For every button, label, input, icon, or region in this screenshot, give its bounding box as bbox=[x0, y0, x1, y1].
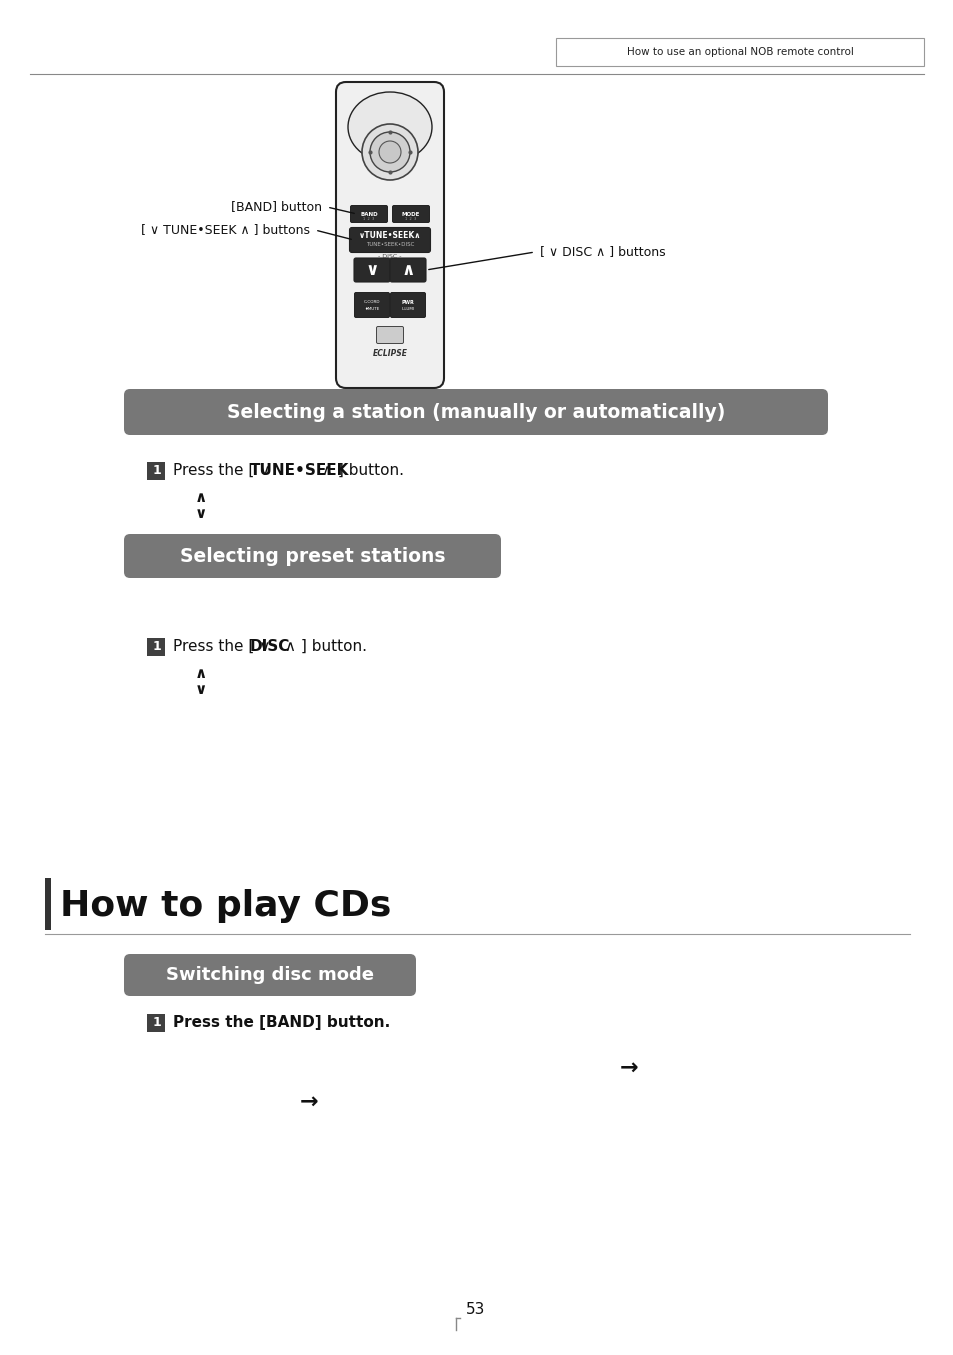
Text: How to use an optional NOB remote control: How to use an optional NOB remote contro… bbox=[626, 47, 853, 57]
Text: PWR: PWR bbox=[401, 299, 414, 305]
FancyBboxPatch shape bbox=[355, 293, 389, 317]
Circle shape bbox=[378, 141, 400, 163]
Text: ∧: ∧ bbox=[194, 665, 207, 680]
FancyBboxPatch shape bbox=[556, 38, 923, 66]
Text: [ ∨ TUNE•SEEK ∧ ] buttons: [ ∨ TUNE•SEEK ∧ ] buttons bbox=[141, 224, 310, 237]
Text: ECLIPSE: ECLIPSE bbox=[372, 350, 407, 359]
Text: - DISC -: - DISC - bbox=[377, 253, 401, 259]
Text: DISC: DISC bbox=[250, 640, 290, 654]
Text: ∧ ] button.: ∧ ] button. bbox=[280, 640, 367, 654]
Text: ILLUMI: ILLUMI bbox=[401, 308, 414, 312]
Text: 1  2  3: 1 2 3 bbox=[405, 217, 416, 221]
Circle shape bbox=[361, 125, 417, 180]
Text: ∨TUNE•SEEK∧: ∨TUNE•SEEK∧ bbox=[358, 232, 421, 240]
Text: ∧: ∧ bbox=[194, 489, 207, 504]
Text: [ ∨ DISC ∧ ] buttons: [ ∨ DISC ∧ ] buttons bbox=[539, 245, 665, 259]
Text: Press the [BAND] button.: Press the [BAND] button. bbox=[172, 1015, 390, 1030]
Text: 1  2  3: 1 2 3 bbox=[363, 217, 375, 221]
FancyBboxPatch shape bbox=[354, 257, 390, 282]
FancyBboxPatch shape bbox=[392, 206, 429, 222]
Text: How to play CDs: How to play CDs bbox=[60, 889, 391, 923]
Text: →: → bbox=[299, 1092, 318, 1112]
Circle shape bbox=[370, 131, 410, 172]
Ellipse shape bbox=[348, 92, 432, 163]
FancyBboxPatch shape bbox=[349, 228, 430, 252]
FancyBboxPatch shape bbox=[350, 206, 387, 222]
FancyBboxPatch shape bbox=[148, 637, 165, 656]
Text: 1: 1 bbox=[152, 640, 161, 653]
Text: C-CORD: C-CORD bbox=[363, 299, 380, 304]
FancyBboxPatch shape bbox=[148, 1014, 165, 1031]
Text: ∨: ∨ bbox=[365, 262, 378, 279]
FancyBboxPatch shape bbox=[335, 83, 443, 388]
FancyBboxPatch shape bbox=[148, 462, 165, 480]
FancyBboxPatch shape bbox=[390, 293, 425, 317]
Text: ∧: ∧ bbox=[401, 262, 415, 279]
Text: TUNE•SEEK: TUNE•SEEK bbox=[250, 463, 349, 478]
Text: Switching disc mode: Switching disc mode bbox=[166, 966, 374, 984]
FancyBboxPatch shape bbox=[376, 327, 403, 344]
Text: Press the [ ∨: Press the [ ∨ bbox=[172, 640, 275, 654]
Text: ∨: ∨ bbox=[194, 683, 207, 698]
Text: 1: 1 bbox=[152, 1016, 161, 1028]
Text: Press the [ ∨: Press the [ ∨ bbox=[172, 463, 275, 478]
Text: →: → bbox=[619, 1058, 638, 1079]
FancyBboxPatch shape bbox=[390, 257, 426, 282]
Text: TUNE•SEEK•DISC: TUNE•SEEK•DISC bbox=[365, 241, 414, 247]
Text: 53: 53 bbox=[466, 1302, 485, 1317]
Text: Selecting preset stations: Selecting preset stations bbox=[179, 546, 445, 565]
FancyBboxPatch shape bbox=[124, 534, 500, 579]
Text: Selecting a station (manually or automatically): Selecting a station (manually or automat… bbox=[227, 402, 724, 421]
Text: ∧ ] button.: ∧ ] button. bbox=[317, 463, 404, 478]
FancyBboxPatch shape bbox=[45, 878, 51, 930]
Text: MODE: MODE bbox=[401, 211, 419, 217]
FancyBboxPatch shape bbox=[124, 389, 827, 435]
Text: 1: 1 bbox=[152, 463, 161, 477]
Text: ♦MUTE: ♦MUTE bbox=[364, 308, 379, 312]
Text: BAND: BAND bbox=[360, 211, 377, 217]
Text: [BAND] button: [BAND] button bbox=[231, 201, 322, 214]
Text: ∨: ∨ bbox=[194, 507, 207, 522]
FancyBboxPatch shape bbox=[124, 954, 416, 996]
